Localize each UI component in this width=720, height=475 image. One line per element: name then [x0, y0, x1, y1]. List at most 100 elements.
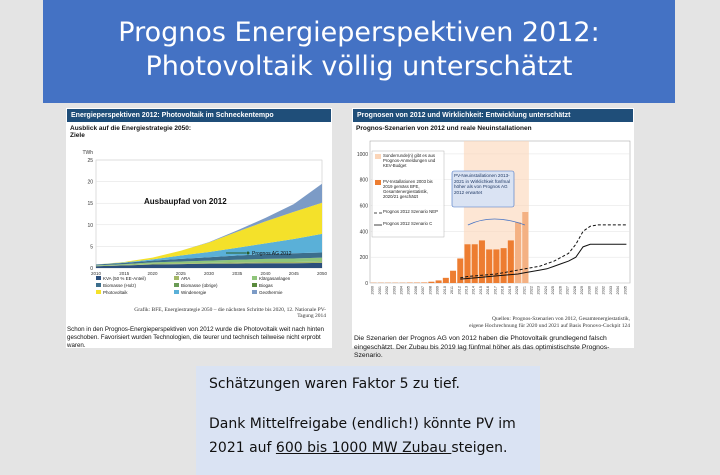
slide-title-line1: Prognos Energieperspektiven 2012:	[118, 17, 600, 48]
right-legend-text-wrap: PV-Installationen 2003 bis 2019 gemäss B…	[383, 179, 433, 199]
left-legend-swatch	[174, 290, 179, 294]
left-marker-label: Prognos AG 2012	[252, 251, 292, 257]
left-x-tick-label: 2025	[176, 271, 187, 276]
right-x-tick-label: 2034	[616, 286, 620, 294]
left-y-tick-label: 15	[87, 201, 93, 207]
right-legend-text-wrap: Prognos 2012 Szenario NEP	[383, 209, 438, 214]
left-legend-label: KVA (50 % EE-Anteil)	[103, 276, 146, 281]
right-x-tick-label: 2032	[602, 286, 606, 294]
left-legend-swatch	[174, 283, 179, 287]
right-x-tick-label: 2029	[580, 286, 584, 294]
summary-line-3-underlined: 600 bis 1000 MW Zubau	[275, 440, 452, 456]
right-x-tick-label: 2005	[407, 286, 411, 294]
summary-line-1: Schätzungen waren Faktor 5 zu tief.	[209, 376, 460, 392]
summary-line-3: 2021 auf 600 bis 1000 MW Zubau steigen.	[209, 440, 507, 456]
left-legend-swatch	[174, 276, 179, 280]
left-y-tick-label: 10	[87, 223, 93, 229]
right-x-tick-label: 2023	[537, 286, 541, 294]
right-bar	[515, 222, 522, 283]
right-x-tick-label: 2003	[392, 286, 396, 294]
right-x-tick-label: 2010	[443, 286, 447, 294]
right-x-tick-label: 2026	[558, 286, 562, 294]
right-x-tick-label: 2018	[501, 286, 505, 294]
right-x-tick-label: 2022	[530, 286, 534, 294]
right-callout-wrap: PV-Neuinstallationen 2013-2021 in Wirkli…	[454, 173, 510, 195]
right-x-tick-label: 2020	[515, 286, 519, 294]
left-x-tick-label: 2050	[317, 271, 328, 276]
right-x-tick-label: 2006	[414, 286, 418, 294]
right-x-tick-label: 2000	[371, 286, 375, 294]
left-chart-source: Grafik: BFE, Energiestrategie 2050 – die…	[134, 307, 326, 319]
summary-line-2: Dank Mittelfreigabe (endlich!) könnte PV…	[209, 416, 516, 432]
left-legend-label: Windenergie	[181, 290, 207, 295]
right-bar	[421, 282, 428, 283]
right-x-tick-label: 2014	[472, 286, 476, 294]
right-legend-label: Prognos 2012 Szenario NEP	[383, 209, 438, 214]
left-area-series	[96, 233, 322, 265]
right-callout-box	[451, 170, 515, 208]
left-area-series	[96, 261, 322, 267]
right-x-tick-label: 2002	[385, 286, 389, 294]
left-x-tick-label: 2035	[232, 271, 243, 276]
right-x-tick-label: 2028	[573, 286, 577, 294]
right-x-tick-label: 2007	[421, 286, 425, 294]
right-chart-panel: Prognosen von 2012 und Wirklichkeit: Ent…	[352, 108, 634, 348]
right-x-tick-label: 2016	[486, 286, 490, 294]
right-legend-text-wrap: Prognos 2012 Szenario C	[383, 221, 432, 226]
right-bar	[486, 249, 493, 283]
summary-textbox: Schätzungen waren Faktor 5 zu tief. Dank…	[196, 366, 540, 475]
right-x-tick-label: 2021	[522, 286, 526, 294]
right-bar	[457, 258, 464, 283]
right-y-tick-label: 800	[360, 178, 369, 184]
right-bar	[500, 248, 507, 283]
right-legend-text-wrap: Sonderrunde(n) gibt es aus Prognos-Anmel…	[383, 153, 435, 168]
right-chart-source-2: eigene Hochrechnung für 2020 und 2021 au…	[469, 323, 630, 329]
right-x-tick-label: 2015	[479, 286, 483, 294]
left-x-tick-label: 2015	[119, 271, 130, 276]
right-x-tick-label: 2011	[450, 286, 454, 294]
left-legend-swatch	[96, 290, 101, 294]
right-x-tick-label: 2025	[551, 286, 555, 294]
right-callout-brace	[467, 218, 526, 226]
left-legend-label: Photovoltaik	[103, 290, 128, 295]
right-chart-header: Prognosen von 2012 und Wirklichkeit: Ent…	[353, 109, 633, 122]
left-legend-label: Biomasse (übrige)	[181, 283, 218, 288]
right-chart-subtitle: Prognos-Szenarien von 2012 und reale Neu…	[356, 125, 532, 132]
left-legend-swatch	[96, 283, 101, 287]
right-bar	[464, 244, 471, 283]
title-band: Prognos Energieperspektiven 2012: Photov…	[43, 0, 675, 103]
right-legend-swatch	[375, 180, 381, 185]
right-y-tick-label: 0	[365, 281, 368, 287]
right-x-tick-label: 2017	[493, 286, 497, 294]
left-area-series	[96, 257, 322, 266]
right-y-tick-label: 600	[360, 204, 369, 210]
right-bar	[471, 244, 478, 283]
right-bar	[522, 212, 529, 283]
right-x-tick-label: 2004	[400, 286, 404, 294]
left-area-series	[96, 252, 322, 266]
left-legend-swatch	[96, 276, 101, 280]
right-x-tick-label: 2008	[428, 286, 432, 294]
slide-title-line2: Photovoltaik völlig unterschätzt	[145, 51, 573, 82]
left-y-tick-label: 25	[87, 158, 93, 164]
left-y-tick-label: 5	[90, 244, 93, 250]
right-y-tick-label: 1000	[357, 152, 368, 158]
left-legend-label: Biomasse (Holz)	[103, 283, 137, 288]
right-bar	[435, 280, 442, 283]
left-x-tick-label: 2020	[147, 271, 158, 276]
left-area-series	[96, 262, 322, 268]
left-chart-annotation: Ausbaupfad von 2012	[144, 197, 227, 206]
right-x-tick-label: 2013	[465, 286, 469, 294]
right-bar	[450, 270, 457, 283]
right-callout-text: PV-Neuinstallationen 2013-2021 in Wirkli…	[454, 173, 510, 195]
left-y-tick-label: 20	[87, 180, 93, 186]
left-y-tick-label: 0	[90, 266, 93, 272]
right-legend-label: PV-Installationen 2003 bis 2019 gemäss B…	[383, 179, 433, 199]
right-series-line	[460, 243, 627, 280]
right-y-tick-label: 400	[360, 229, 369, 235]
summary-line-3-post: steigen.	[451, 440, 508, 456]
right-x-tick-label: 2012	[457, 286, 461, 294]
left-caption: Schon in den Prognos-Energieperspektiven…	[67, 326, 324, 349]
